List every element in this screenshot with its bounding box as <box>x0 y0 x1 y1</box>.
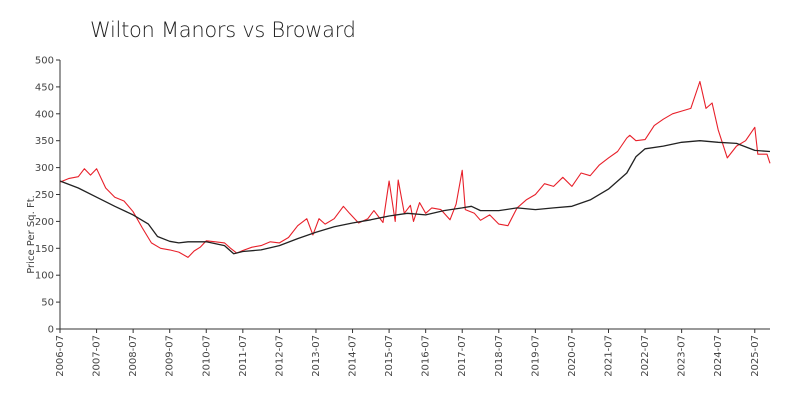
y-tick-label: 100 <box>35 271 54 282</box>
x-tick-label: 2024-07 <box>713 335 724 377</box>
x-tick-label: 2025-07 <box>750 335 761 377</box>
x-tick-label: 2013-07 <box>311 335 322 377</box>
x-tick-label: 2016-07 <box>421 335 432 377</box>
y-tick-label: 200 <box>35 217 54 228</box>
series-line-1 <box>59 80 771 258</box>
y-tick-label: 0 <box>48 325 54 336</box>
x-tick-label: 2022-07 <box>640 335 651 377</box>
y-tick-label: 500 <box>35 56 54 67</box>
x-tick-label: 2019-07 <box>530 335 541 377</box>
y-tick-label: 400 <box>35 109 54 120</box>
x-tick-label: 2010-07 <box>201 335 212 377</box>
x-tick-label: 2007-07 <box>92 335 103 377</box>
series-line-2 <box>59 140 771 255</box>
y-tick-label: 50 <box>41 298 54 309</box>
x-tick-label: 2017-07 <box>457 335 468 377</box>
x-tick-label: 2018-07 <box>494 335 505 377</box>
x-tick-label: 2011-07 <box>238 335 249 377</box>
chart-title: Wilton Manors vs Broward <box>90 18 356 42</box>
x-tick-label: 2008-07 <box>128 335 139 377</box>
y-tick-label: 150 <box>35 244 54 255</box>
y-tick-label: 350 <box>35 136 54 147</box>
x-tick-label: 2023-07 <box>677 335 688 377</box>
x-tick-label: 2006-07 <box>55 335 66 377</box>
x-tick-label: 2021-07 <box>603 335 614 377</box>
x-tick-label: 2012-07 <box>274 335 285 377</box>
axes: 0 50 100 150 200 250 300 350 400 450 500 2006-07 200… <box>26 56 770 377</box>
y-tick-label: 250 <box>35 190 54 201</box>
series-layer <box>59 80 771 258</box>
x-tick-label: 2014-07 <box>348 335 359 377</box>
x-tick-label: 2020-07 <box>567 335 578 377</box>
y-tick-label: 300 <box>35 163 54 174</box>
y-axis-title: Price Per Sq. Ft. <box>26 195 37 274</box>
x-tick-label: 2009-07 <box>165 335 176 377</box>
x-tick-label: 2015-07 <box>384 335 395 377</box>
y-tick-label: 450 <box>35 82 54 93</box>
